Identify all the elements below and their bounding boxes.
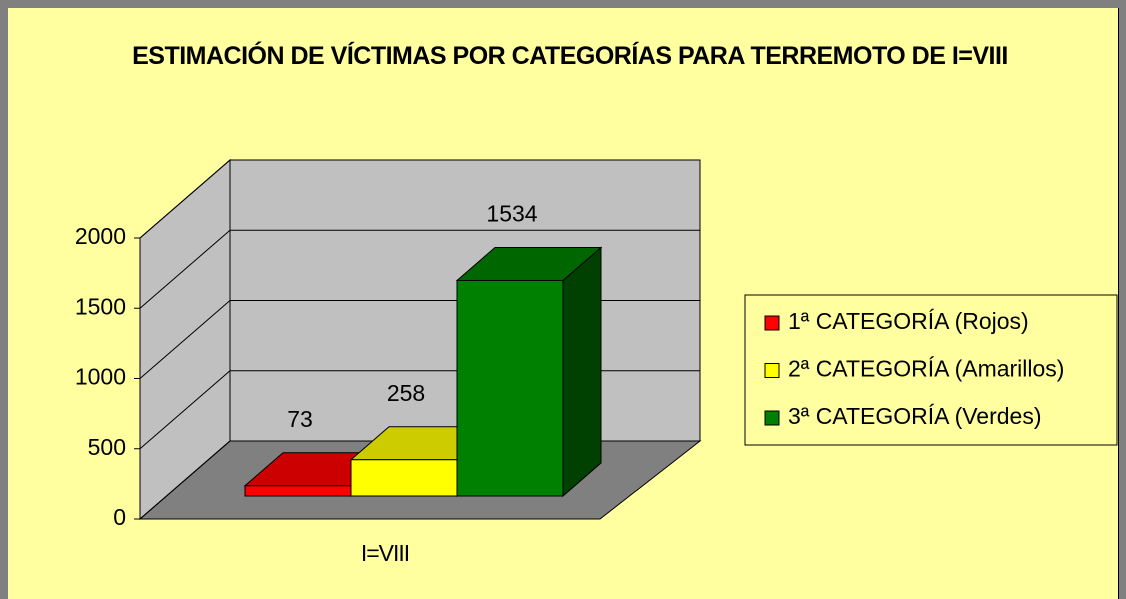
bar (456, 279, 564, 497)
legend: 1ª CATEGORÍA (Rojos) 2ª CATEGORÍA (Amaril… (744, 294, 1118, 446)
legend-swatch (764, 315, 780, 331)
legend-box (744, 294, 1118, 446)
legend-label: 2ª CATEGORÍA (Amarillos) (788, 356, 1064, 382)
y-tick-label: 2000 (75, 223, 126, 249)
bar (350, 459, 458, 497)
y-tick-label: 1000 (75, 364, 126, 390)
y-tick-label: 1500 (75, 293, 126, 319)
grid-line (139, 229, 700, 309)
bar-side (562, 246, 602, 498)
legend-label: 1ª CATEGORÍA (Rojos) (788, 308, 1029, 334)
legend-swatch (764, 363, 780, 378)
y-tick-label: 0 (113, 504, 126, 530)
y-tick-label: 500 (88, 434, 126, 460)
data-label: 1534 (486, 201, 537, 227)
chart-title: ESTIMACIÓN DE VÍCTIMAS POR CATEGORÍAS PA… (132, 42, 1008, 70)
legend-label: 3ª CATEGORÍA (Verdes) (788, 403, 1042, 429)
x-tick-label: I=VIII (361, 540, 409, 566)
grid-line (139, 159, 700, 239)
data-label: 258 (387, 380, 425, 406)
data-label: 73 (287, 406, 313, 432)
bar (244, 485, 352, 497)
legend-swatch (764, 410, 780, 426)
